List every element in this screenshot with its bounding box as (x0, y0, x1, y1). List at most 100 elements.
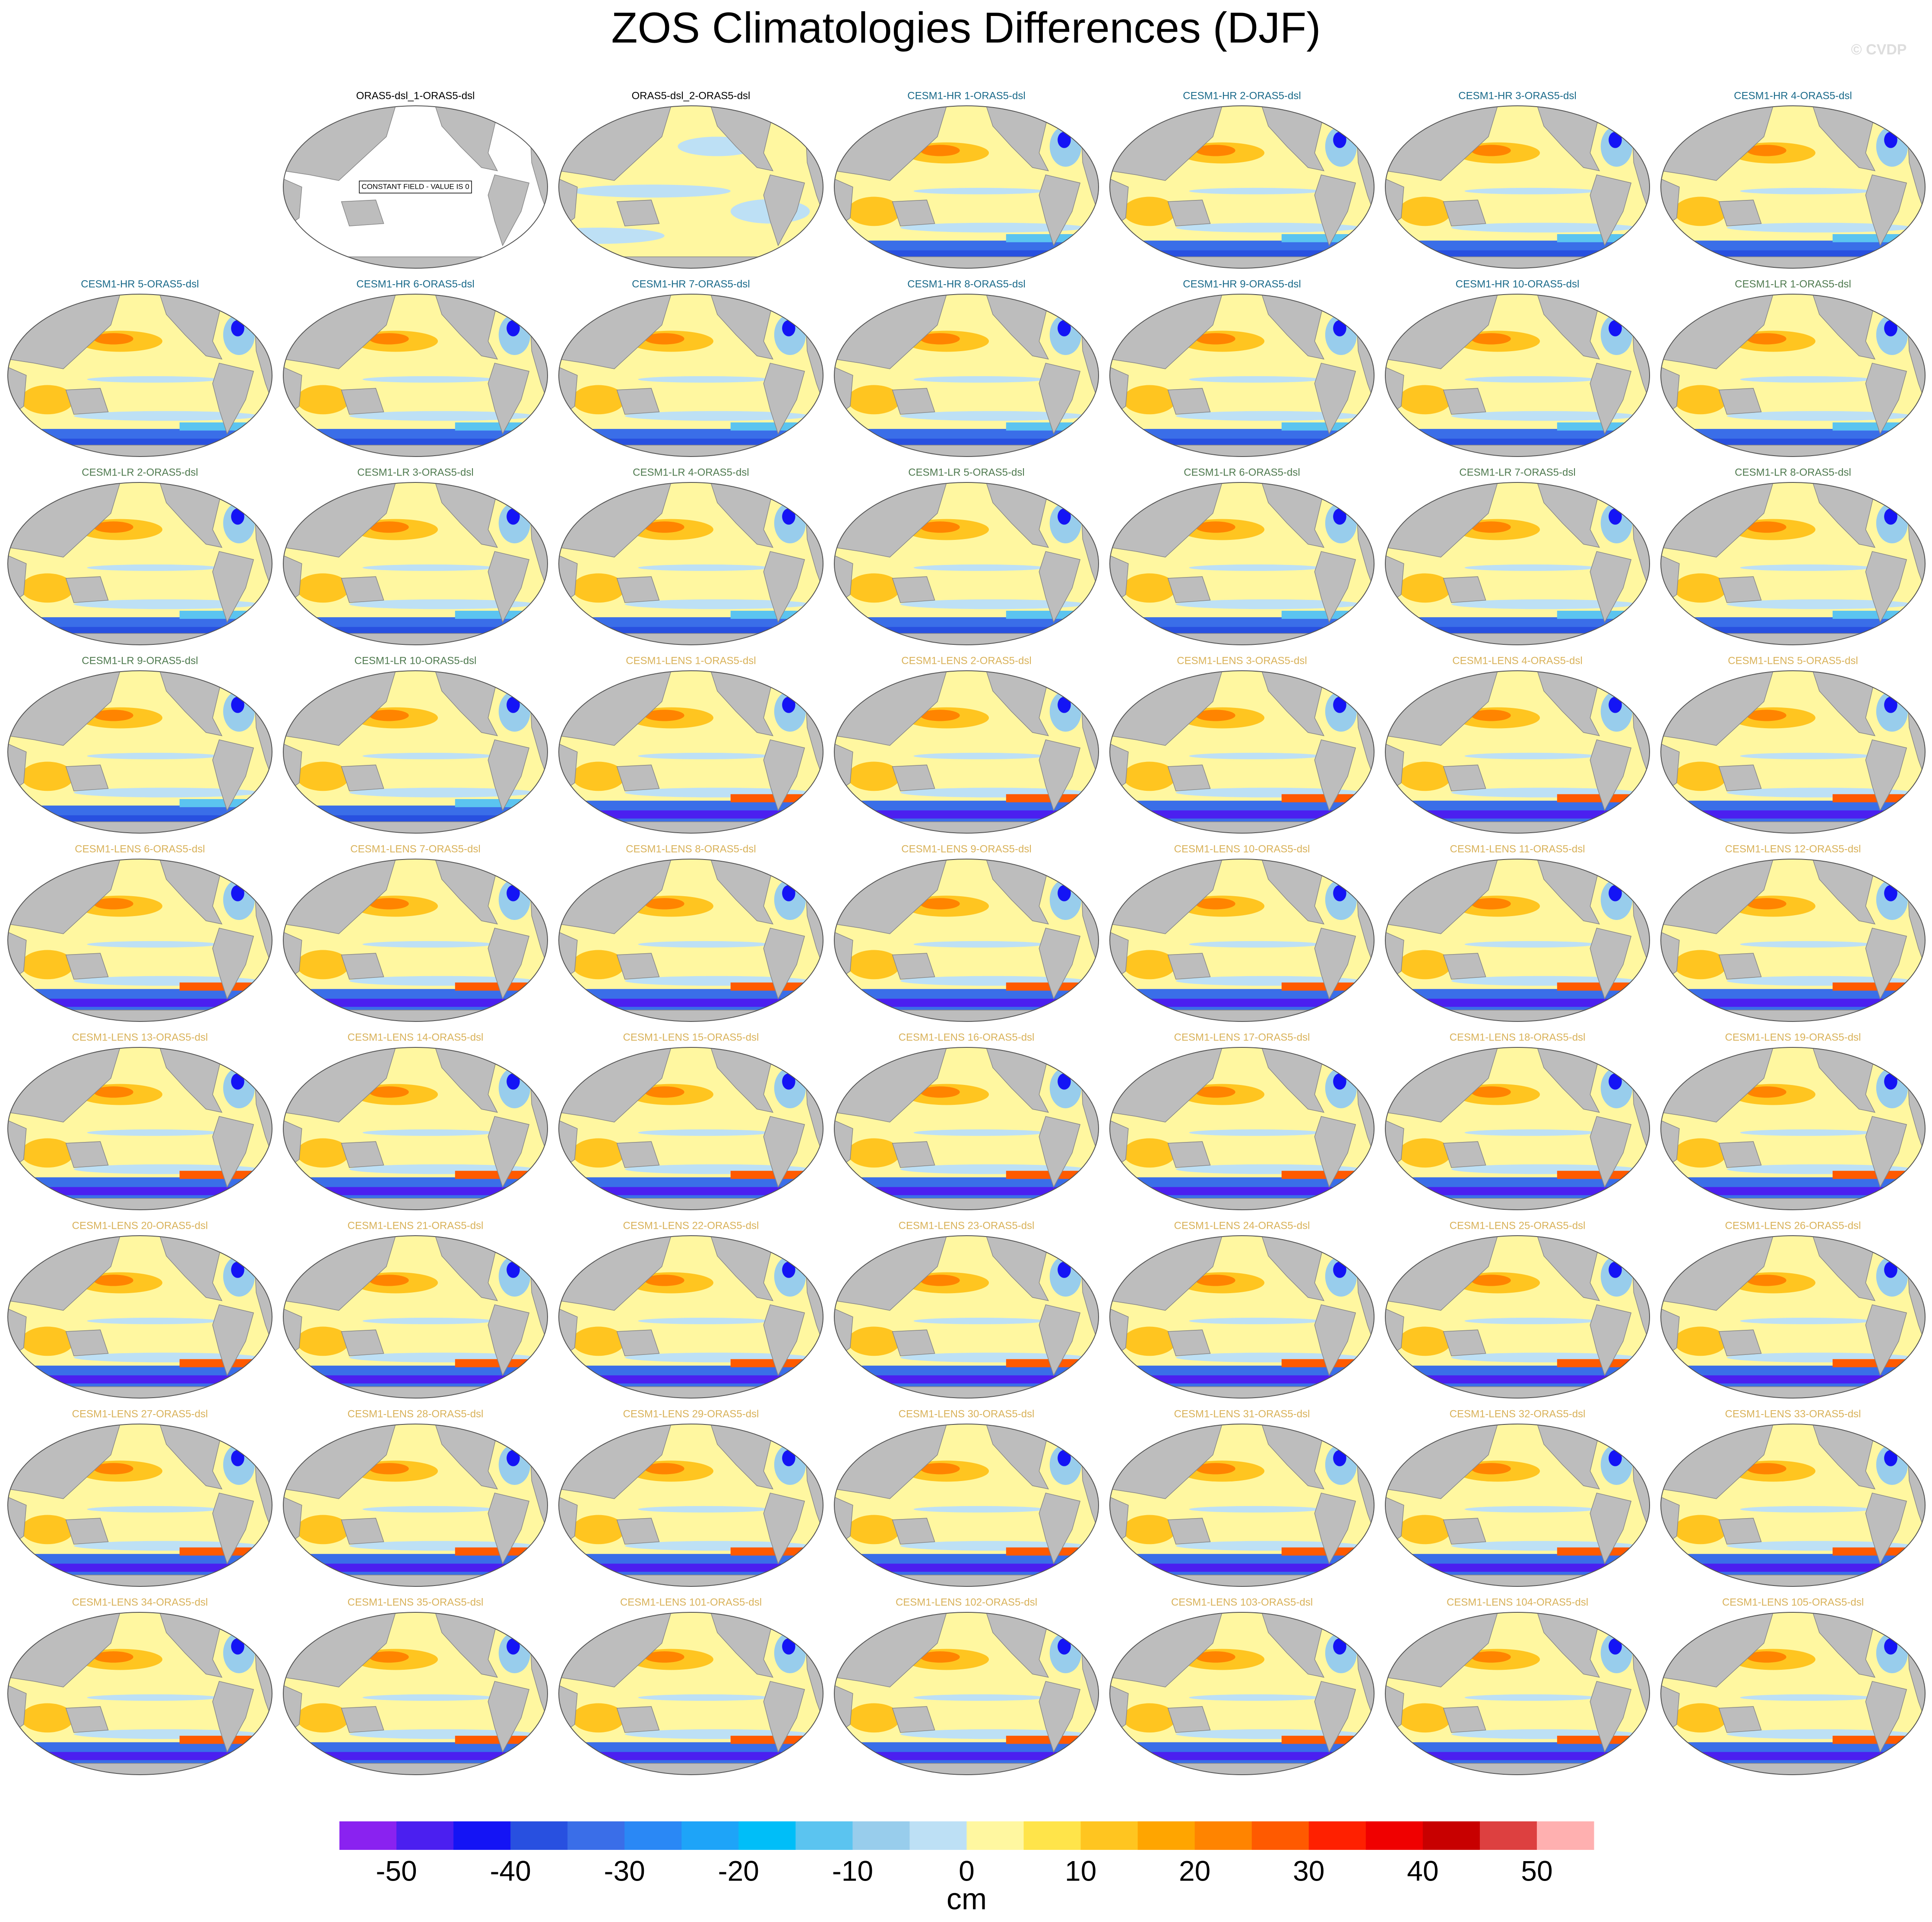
colorbar-tick-label: -50 (376, 1855, 417, 1887)
map-panel: CESM1-HR 5-ORAS5-dsl (7, 278, 272, 457)
land (834, 1198, 1099, 1210)
ocean-pattern (1398, 197, 1451, 226)
ocean-pattern (1674, 1326, 1727, 1356)
map-outline (834, 1424, 1099, 1587)
colorbar-box (624, 1821, 682, 1850)
map-panel: CESM1-LR 9-ORAS5-dsl (7, 655, 272, 834)
ocean-pattern (644, 333, 684, 345)
map-panel: CESM1-LENS 16-ORAS5-dsl (834, 1031, 1099, 1210)
ocean-pattern (1884, 320, 1897, 336)
land (1110, 1009, 1374, 1021)
ocean-pattern (1385, 999, 1650, 1007)
ocean-pattern (507, 508, 520, 525)
ocean-pattern (1110, 627, 1374, 635)
map-body (283, 1236, 548, 1398)
colorbar-box (909, 1821, 967, 1850)
land (616, 388, 660, 415)
map-outline (7, 1612, 272, 1775)
ocean-pattern (782, 1638, 795, 1655)
map-body (8, 294, 272, 457)
map-outline (558, 482, 823, 645)
map-outline (1109, 482, 1375, 645)
colorbar-box (1536, 1821, 1594, 1850)
ocean-pattern (559, 1375, 823, 1384)
map-body (559, 1612, 823, 1775)
map-outline (834, 482, 1099, 645)
land (65, 1706, 109, 1733)
ocean-pattern (369, 1275, 409, 1286)
map-body (1110, 1047, 1374, 1210)
ocean-pattern (1333, 1262, 1346, 1278)
ocean-pattern (644, 1275, 684, 1286)
ocean-pattern (1195, 1086, 1235, 1098)
ocean-pattern (1110, 999, 1374, 1007)
ocean-pattern (1740, 1694, 1872, 1701)
ocean-pattern (1123, 1138, 1176, 1168)
map-outline (1109, 1424, 1375, 1587)
ocean-pattern (1189, 1129, 1321, 1136)
map-panel: CESM1-LENS 104-ORAS5-dsl (1385, 1596, 1650, 1775)
ocean-pattern (834, 1564, 1099, 1572)
land (1167, 200, 1211, 227)
land (1314, 1681, 1356, 1753)
land (763, 927, 805, 1000)
land (488, 1116, 530, 1188)
map-outline (834, 670, 1099, 834)
land (65, 388, 109, 415)
ocean-pattern (1464, 376, 1597, 383)
ocean-pattern (1398, 385, 1451, 415)
ocean-pattern (296, 1326, 349, 1356)
ocean-pattern (1385, 810, 1650, 819)
map-outline (558, 105, 823, 269)
land (1590, 174, 1632, 247)
ocean-pattern (782, 1262, 795, 1278)
map-outline (283, 859, 548, 1022)
ocean-pattern (362, 1506, 495, 1513)
map-panel: CESM1-LENS 4-ORAS5-dsl (1385, 655, 1650, 834)
ocean-pattern (93, 710, 133, 721)
ocean-pattern (1746, 710, 1786, 721)
land (1314, 174, 1356, 247)
panel-title: CESM1-LENS 105-ORAS5-dsl (1722, 1596, 1864, 1608)
ocean-pattern (1123, 385, 1176, 415)
map-panel: CESM1-LENS 23-ORAS5-dsl (834, 1220, 1099, 1399)
ocean-pattern (507, 885, 520, 901)
ocean-pattern (1674, 1138, 1727, 1168)
panel-title: CESM1-LENS 25-ORAS5-dsl (1450, 1220, 1586, 1231)
map-body (1385, 1236, 1650, 1398)
ocean-pattern (296, 1138, 349, 1168)
land (341, 1518, 384, 1545)
ocean-pattern (1123, 1703, 1176, 1733)
colorbar-box (1308, 1821, 1366, 1850)
ocean-pattern (1110, 438, 1374, 447)
ocean-pattern (1746, 898, 1786, 910)
panel-title: CESM1-LR 10-ORAS5-dsl (355, 655, 477, 666)
ocean-pattern (644, 1463, 684, 1475)
ocean-pattern (572, 385, 625, 415)
land (1865, 927, 1907, 1000)
land (1039, 1492, 1081, 1565)
ocean-pattern (369, 1651, 409, 1663)
map-outline (1660, 1047, 1926, 1210)
ocean-pattern (369, 521, 409, 533)
land (1443, 953, 1486, 980)
ocean-pattern (1884, 697, 1897, 713)
land (1590, 1304, 1632, 1376)
map-body (1661, 1047, 1925, 1210)
ocean-pattern (1110, 250, 1374, 259)
map-outline (558, 1612, 823, 1775)
map-outline (7, 1047, 272, 1210)
land (212, 1304, 254, 1376)
land (488, 1492, 530, 1565)
colorbar-tick-label: 40 (1407, 1855, 1438, 1887)
ocean-pattern (1333, 1638, 1346, 1655)
land (559, 444, 823, 457)
ocean-pattern (1609, 132, 1622, 148)
land (892, 953, 935, 980)
map-panel: CESM1-LR 7-ORAS5-dsl (1385, 466, 1650, 645)
ocean-pattern (1464, 752, 1597, 759)
ocean-pattern (1123, 761, 1176, 791)
panel-title: CESM1-LENS 6-ORAS5-dsl (75, 843, 205, 855)
land (1167, 1141, 1211, 1168)
